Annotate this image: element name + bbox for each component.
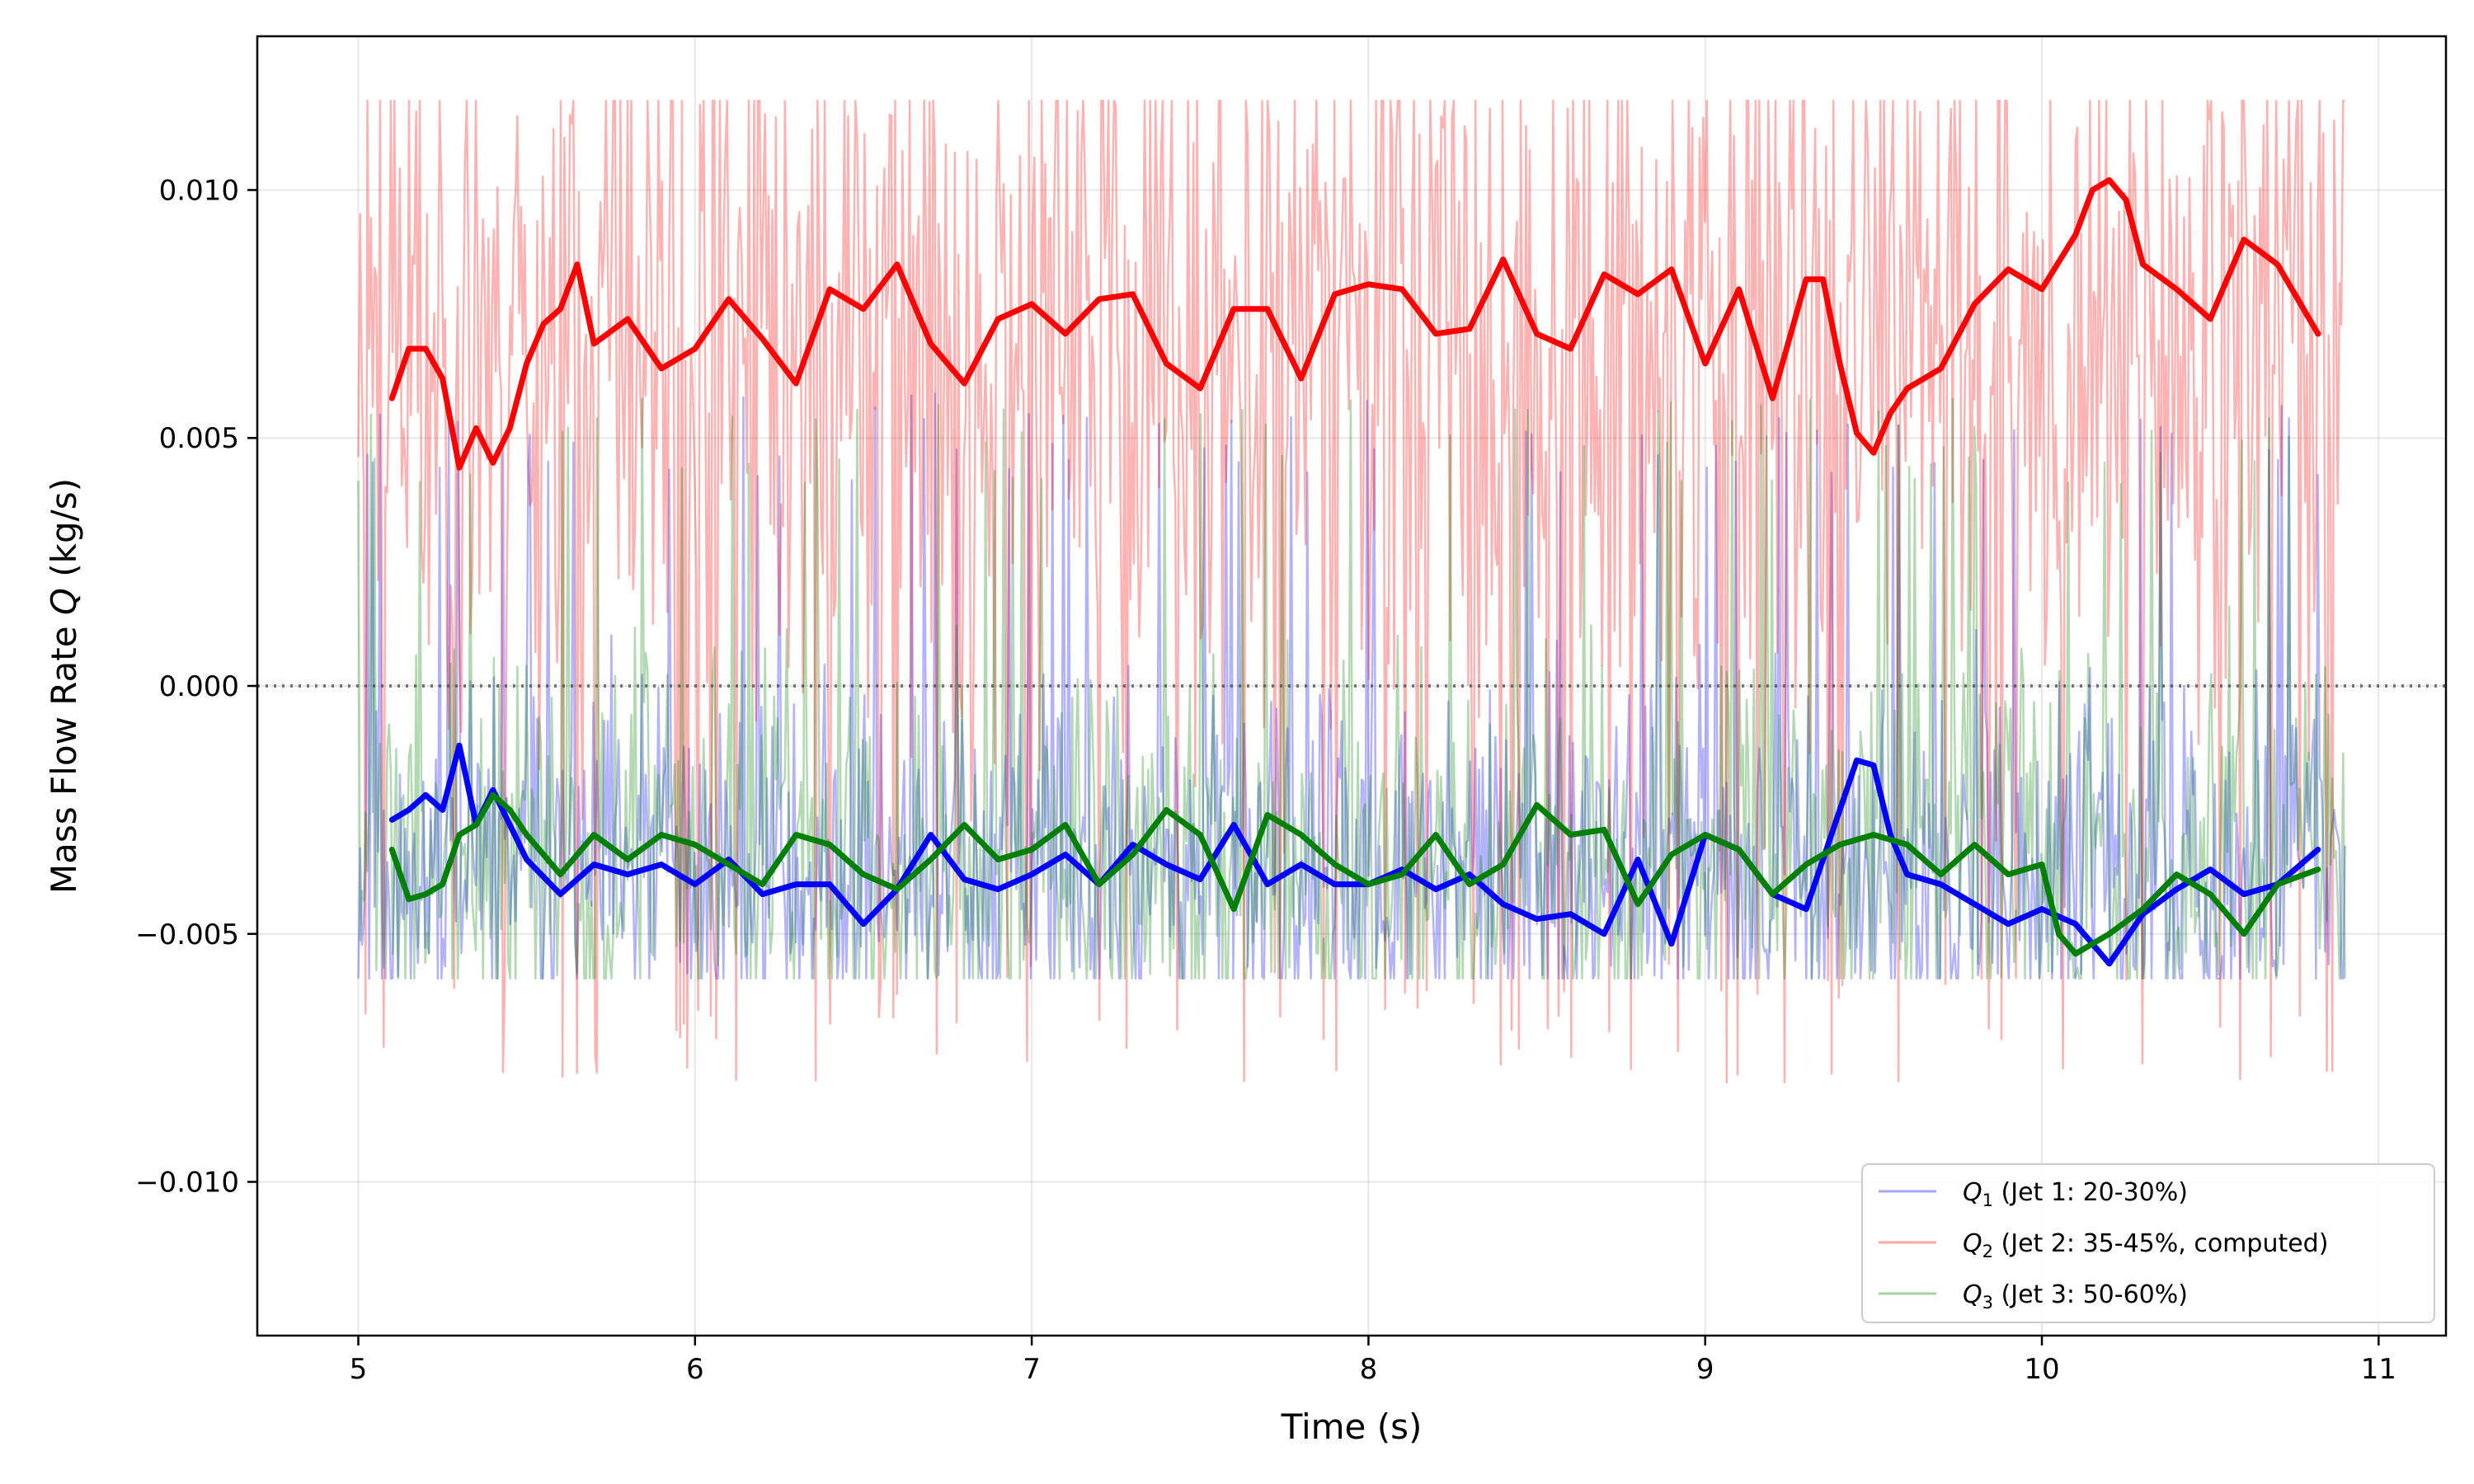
legend-sub-q1: 1 (1982, 1190, 1993, 1210)
smoothed-line-q2 (388, 176, 2321, 471)
legend-entry-q1: Q1 (Jet 1: 20-30%) (1879, 1178, 2188, 1210)
y-tick-label: −0.005 (135, 918, 239, 951)
legend-var-q2: Q (1963, 1229, 1982, 1258)
x-tick-label: 5 (350, 1353, 368, 1386)
legend-label-q3: Q3 (Jet 3: 50-60%) (1963, 1280, 2188, 1313)
x-tick-labels: 5 6 7 8 9 10 11 (350, 1353, 2396, 1386)
x-tick-label: 9 (1696, 1353, 1714, 1386)
x-tick-label: 10 (2024, 1353, 2059, 1386)
y-tick-label: 0.000 (159, 670, 239, 703)
legend: Q1 (Jet 1: 20-30%) Q2 (Jet 2: 35-45%, co… (1861, 1163, 2435, 1323)
x-tick-label: 11 (2361, 1353, 2396, 1386)
y-tick-labels: −0.010 −0.005 0.000 0.005 0.010 (135, 174, 239, 1199)
legend-rest-q1: (Jet 1: 20-30%) (1993, 1178, 2188, 1207)
raw-line-q1 (357, 392, 2346, 980)
y-tick-label: 0.005 (159, 422, 239, 455)
x-tick-label: 6 (686, 1353, 704, 1386)
legend-sub-q3: 3 (1982, 1293, 1993, 1313)
legend-box (1861, 1163, 2435, 1323)
y-tick-label: −0.010 (135, 1167, 239, 1200)
x-tick-label: 7 (1023, 1353, 1041, 1386)
y-axis-title-prefix: Mass Flow Rate (44, 615, 84, 894)
legend-label-q1: Q1 (Jet 1: 20-30%) (1963, 1178, 2188, 1210)
legend-var-q1: Q (1963, 1178, 1982, 1207)
legend-entry-q3: Q3 (Jet 3: 50-60%) (1879, 1280, 2188, 1313)
raw-line-q2 (357, 99, 2345, 1084)
legend-sub-q2: 2 (1982, 1242, 1993, 1261)
legend-rest-q3: (Jet 3: 50-60%) (1993, 1280, 2188, 1309)
legend-var-q3: Q (1963, 1280, 1982, 1309)
x-tick-label: 8 (1360, 1353, 1378, 1386)
smoothed-series-lines (388, 176, 2321, 967)
legend-entry-q2: Q2 (Jet 2: 35-45%, computed) (1879, 1229, 2328, 1261)
y-axis-title: Mass Flow Rate Q (kg/s) (44, 478, 84, 894)
axis-ticks (247, 189, 2380, 1345)
x-axis-title: Time (s) (1281, 1407, 1423, 1447)
smoothed-line-q3 (388, 791, 2321, 957)
smoothed-line-q1 (388, 742, 2321, 967)
y-axis-title-var: Q (44, 588, 84, 615)
legend-label-q2: Q2 (Jet 2: 35-45%, computed) (1963, 1229, 2328, 1261)
raw-line-q3 (357, 397, 2346, 980)
y-tick-label: 0.010 (159, 174, 239, 207)
legend-rest-q2: (Jet 2: 35-45%, computed) (1993, 1229, 2328, 1258)
raw-series-lines (357, 99, 2346, 1084)
y-axis-title-suffix: (kg/s) (44, 478, 84, 588)
